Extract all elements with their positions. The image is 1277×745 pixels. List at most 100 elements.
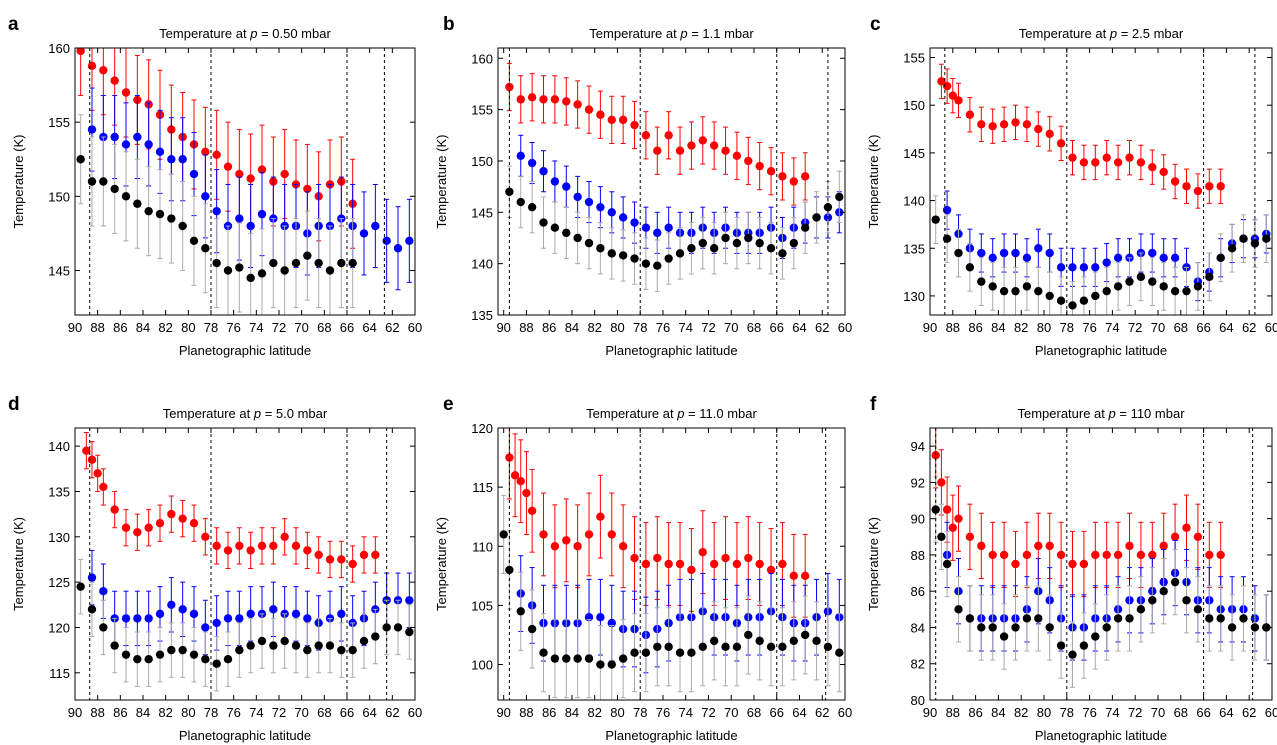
x-tick-label: 60 — [838, 320, 852, 335]
x-tick-label: 78 — [1060, 320, 1074, 335]
data-point — [121, 140, 131, 149]
x-tick-label: 64 — [1219, 320, 1233, 335]
data-point — [178, 155, 187, 164]
data-point — [1148, 277, 1157, 286]
data-point — [201, 147, 210, 157]
data-point — [527, 506, 537, 515]
data-point — [607, 249, 616, 258]
data-point — [144, 140, 153, 149]
data-point — [653, 642, 662, 651]
data-point — [1102, 550, 1111, 560]
plot-frame — [497, 47, 846, 316]
data-point — [314, 258, 323, 268]
data-point — [1068, 301, 1077, 310]
y-tick-label: 145 — [48, 264, 70, 279]
data-point — [167, 600, 176, 609]
data-point — [596, 244, 605, 253]
data-point — [835, 648, 844, 657]
data-point — [977, 623, 986, 632]
data-point — [1113, 550, 1123, 560]
data-point — [988, 253, 997, 262]
x-tick-label: 80 — [1037, 705, 1051, 720]
x-tick-label: 70 — [724, 320, 738, 335]
data-point — [144, 206, 153, 216]
data-point — [110, 132, 119, 142]
data-point — [977, 248, 986, 258]
data-point — [607, 660, 616, 669]
data-point — [550, 177, 560, 186]
data-point — [257, 636, 267, 646]
x-tick-label: 76 — [1082, 320, 1096, 335]
data-point — [812, 213, 821, 222]
data-point — [977, 277, 986, 286]
data-point — [687, 141, 696, 150]
data-point — [721, 642, 730, 651]
y-tick-label: 82 — [911, 657, 925, 672]
data-point — [1091, 550, 1100, 560]
data-point — [371, 632, 380, 641]
data-point — [607, 530, 616, 539]
data-point — [201, 192, 210, 201]
data-point — [303, 614, 312, 623]
data-point — [1068, 559, 1077, 569]
data-point — [675, 559, 685, 569]
y-tick-label: 140 — [471, 257, 493, 272]
x-tick-label: 88 — [519, 705, 533, 720]
x-tick-label: 68 — [317, 705, 331, 720]
data-point — [988, 623, 997, 632]
data-point — [562, 228, 571, 238]
data-point — [744, 553, 753, 563]
title-rest: = 110 mbar — [1116, 406, 1185, 421]
plot-area — [76, 48, 414, 315]
y-tick-label: 88 — [911, 548, 925, 563]
data-point — [596, 202, 605, 212]
plot-area — [931, 63, 1271, 315]
title-variable: p — [1109, 26, 1117, 41]
x-tick-label: 90 — [68, 320, 82, 335]
data-point — [178, 514, 187, 523]
data-point — [291, 641, 301, 650]
data-point — [687, 565, 696, 575]
data-point — [1102, 286, 1111, 296]
data-point — [1034, 124, 1043, 134]
data-point — [1045, 623, 1054, 632]
x-tick-label: 86 — [113, 320, 127, 335]
y-tick-label: 155 — [48, 115, 70, 130]
data-point — [82, 446, 91, 455]
data-point — [510, 471, 520, 480]
x-axis-label: Planetographic latitude — [605, 728, 737, 743]
series-1 — [82, 432, 380, 583]
y-tick-label: 135 — [471, 308, 493, 323]
data-point — [584, 530, 594, 539]
data-point — [744, 233, 753, 243]
data-point — [698, 238, 707, 248]
data-point — [303, 546, 312, 555]
plot-area — [499, 428, 844, 700]
x-tick-label: 60 — [1265, 705, 1277, 720]
title-prefix: Temperature at — [1017, 406, 1108, 421]
x-axis-label: Planetographic latitude — [179, 343, 311, 358]
x-tick-label: 74 — [249, 320, 263, 335]
x-tick-label: 60 — [1265, 320, 1277, 335]
data-point — [189, 519, 199, 528]
data-point — [584, 105, 594, 114]
title-variable: p — [1108, 406, 1116, 421]
x-tick-label: 64 — [1219, 705, 1233, 720]
x-tick-label: 74 — [678, 320, 692, 335]
x-tick-label: 72 — [1128, 705, 1142, 720]
series-3 — [931, 476, 1271, 688]
series-1 — [505, 62, 810, 206]
data-point — [223, 655, 233, 664]
data-point — [110, 505, 119, 514]
y-tick-label: 135 — [903, 241, 925, 256]
x-tick-label: 90 — [923, 320, 937, 335]
data-point — [937, 532, 946, 541]
data-point — [1216, 614, 1225, 623]
y-tick-label: 86 — [911, 584, 925, 599]
data-point — [1045, 291, 1054, 301]
data-point — [516, 151, 525, 161]
data-point — [527, 202, 537, 212]
data-point — [235, 645, 244, 655]
data-point — [778, 172, 787, 181]
y-axis-label: Temperature (K) — [866, 517, 881, 611]
